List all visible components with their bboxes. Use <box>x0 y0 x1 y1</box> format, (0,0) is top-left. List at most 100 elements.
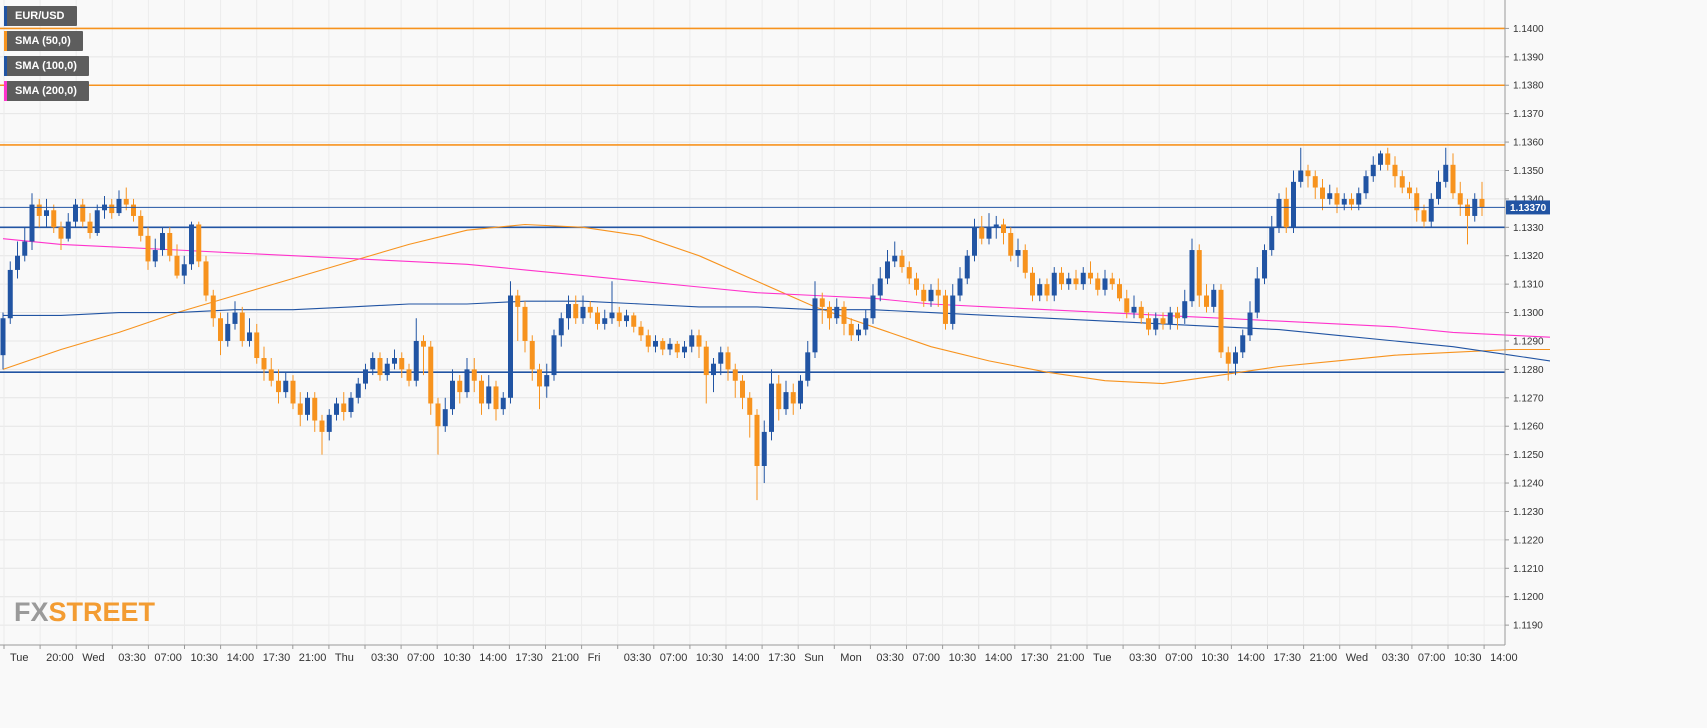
candle <box>515 289 521 341</box>
candle <box>841 301 847 336</box>
candle <box>1233 346 1238 376</box>
candle-body <box>116 198 122 214</box>
candle <box>1196 244 1202 307</box>
candle <box>638 321 644 341</box>
candle-body <box>580 306 586 319</box>
candle <box>1088 261 1093 285</box>
candle-body <box>928 289 934 302</box>
candle <box>1312 170 1318 199</box>
x-tick-label: 17:30 <box>263 652 291 663</box>
legend-item-sma50[interactable]: SMA (50,0) <box>4 31 83 51</box>
x-tick-label: 03:30 <box>1129 652 1157 663</box>
candle-body <box>1414 193 1420 211</box>
candle-body <box>638 326 644 336</box>
candle <box>181 255 187 285</box>
candle <box>283 372 289 398</box>
candle-body <box>1370 164 1376 177</box>
candle-body <box>1341 198 1347 205</box>
candle-body <box>870 295 876 319</box>
candle-body <box>1131 306 1137 313</box>
candle-body <box>790 392 796 404</box>
candle <box>522 301 528 353</box>
legend-item-pair[interactable]: EUR/USD <box>4 6 77 26</box>
candle-body <box>993 224 999 228</box>
candle <box>486 375 492 410</box>
candle <box>1015 238 1021 268</box>
x-tick-label: 14:00 <box>1490 652 1518 663</box>
candle <box>413 318 419 387</box>
candle <box>116 190 122 216</box>
candle <box>761 420 767 484</box>
candle <box>1457 181 1463 216</box>
candle-body <box>645 335 651 347</box>
candle <box>1363 170 1369 199</box>
candle <box>1334 187 1340 214</box>
candle-body <box>428 346 434 404</box>
candle-body <box>616 312 622 322</box>
candle <box>769 369 774 441</box>
candle <box>957 267 963 302</box>
candle <box>1066 272 1072 290</box>
y-tick-label: 1.1340 <box>1513 194 1544 205</box>
candle <box>131 198 136 222</box>
candle <box>993 215 999 239</box>
x-tick-label: Mon <box>840 652 861 663</box>
candle <box>1167 306 1173 330</box>
candle <box>384 358 390 381</box>
logo-fx: FX <box>14 597 49 627</box>
candle <box>1421 204 1427 228</box>
x-tick-label: 17:30 <box>1274 652 1302 663</box>
candle-body <box>1254 278 1260 313</box>
x-tick-label: Fri <box>588 652 601 663</box>
candle-body <box>725 352 731 370</box>
candle-body <box>1225 352 1231 364</box>
legend-item-sma200[interactable]: SMA (200,0) <box>4 81 89 101</box>
candle <box>442 397 448 432</box>
x-tick-label: 14:00 <box>732 652 760 663</box>
candle <box>370 352 376 376</box>
legend-item-sma100[interactable]: SMA (100,0) <box>4 56 89 76</box>
candle <box>631 312 637 333</box>
candle-body <box>457 380 463 393</box>
candle <box>696 329 702 359</box>
candle-body <box>1124 298 1130 313</box>
candle-body <box>827 306 832 319</box>
logo-street: STREET <box>48 597 156 627</box>
candle <box>22 227 28 262</box>
candle <box>196 221 202 268</box>
candle-body <box>1204 295 1209 307</box>
candle-body <box>1421 210 1427 222</box>
candle-body <box>486 386 492 404</box>
x-tick-label: 10:30 <box>1454 652 1482 663</box>
y-tick-label: 1.1330 <box>1513 223 1544 234</box>
candle-body <box>1450 164 1456 194</box>
x-tick-label: 17:30 <box>768 652 796 663</box>
candle <box>877 267 883 302</box>
candle <box>616 306 622 327</box>
y-tick-label: 1.1290 <box>1513 336 1544 347</box>
candle-body <box>232 312 238 324</box>
candle <box>689 329 695 353</box>
x-tick-label: 17:30 <box>515 652 543 663</box>
candle <box>1211 284 1217 313</box>
candle <box>1037 278 1043 302</box>
candle-body <box>1022 250 1028 273</box>
x-tick-label: Thu <box>335 652 354 663</box>
x-tick-label: Tue <box>10 652 29 663</box>
candle <box>580 295 586 324</box>
candle <box>1131 295 1137 319</box>
y-tick-label: 1.1240 <box>1513 479 1544 490</box>
candle-body <box>769 383 774 432</box>
y-tick-label: 1.1320 <box>1513 251 1544 262</box>
candle <box>145 227 151 270</box>
x-tick-label: 14:00 <box>985 652 1013 663</box>
candle-body <box>413 340 419 381</box>
candle <box>363 363 368 390</box>
candle <box>979 215 985 245</box>
x-tick-label: 03:30 <box>624 652 652 663</box>
candle-body <box>152 250 158 262</box>
candle <box>297 392 303 427</box>
candle-body <box>1080 272 1086 285</box>
candle-body <box>1160 318 1166 324</box>
candle-body <box>22 241 28 256</box>
